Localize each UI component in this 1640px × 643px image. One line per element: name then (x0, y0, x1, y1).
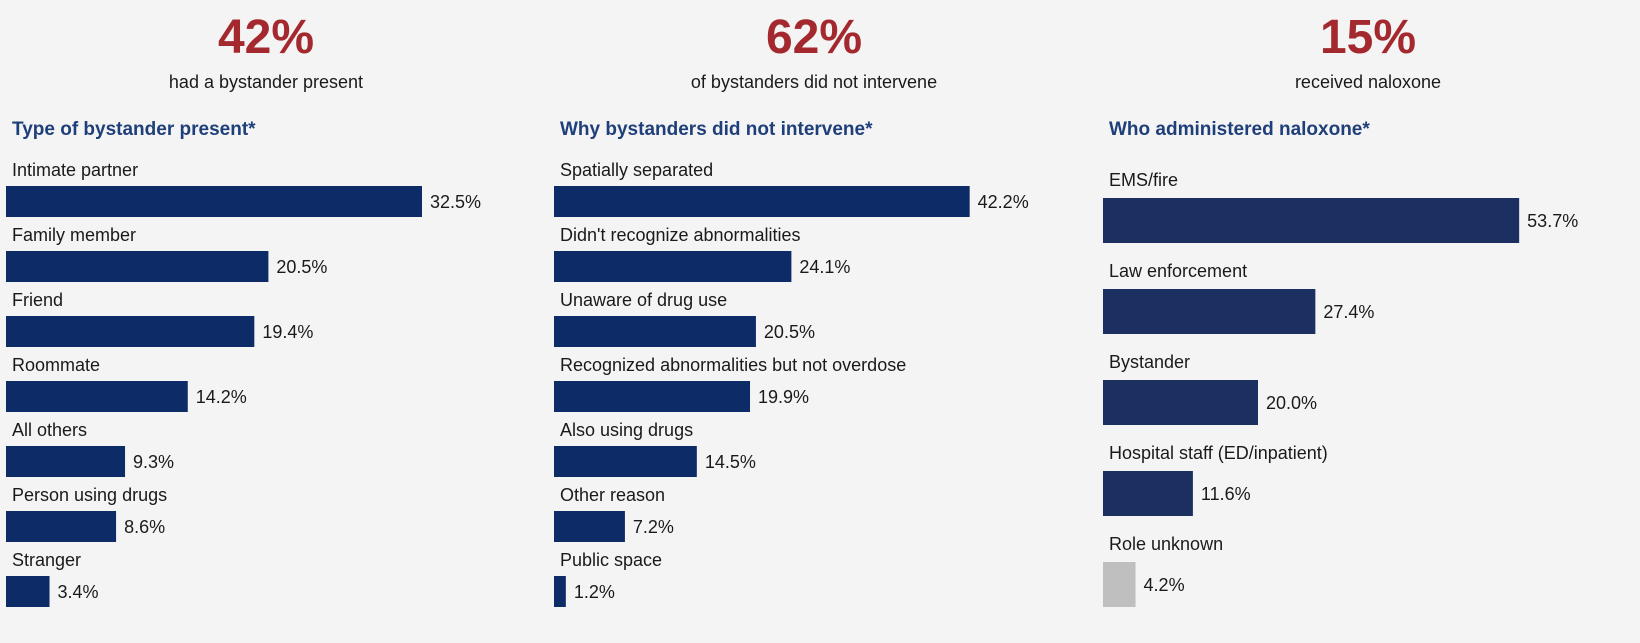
value-label-public-space: 1.2% (574, 582, 615, 602)
bar-friend (6, 316, 255, 347)
bar-spatially-separated (554, 186, 970, 217)
category-label-family-member: Family member (12, 225, 136, 245)
bar-ems-fire (1103, 198, 1520, 243)
value-label-person-using-drugs: 8.6% (124, 517, 165, 537)
bar-family-member (6, 251, 269, 282)
bar-chart-naloxone-administrator: EMS/fire 53.7% Law enforcement 27.4% Bystand… (1103, 170, 1578, 607)
value-label-didn-t-recognize-abnormalities: 24.1% (799, 257, 850, 277)
value-label-friend: 19.4% (262, 322, 313, 342)
bar-law-enforcement (1103, 289, 1316, 334)
value-label-bystander: 20.0% (1266, 393, 1317, 413)
panel-naloxone-administrator: 15% received naloxone Who administered n… (1103, 0, 1633, 643)
bar-hospital-staff-ed-inpatient (1103, 471, 1193, 516)
value-label-other-reason: 7.2% (633, 517, 674, 537)
bar-recognized-abnormalities-but-not-overdose (554, 381, 751, 412)
stat-value: 15% (1319, 11, 1417, 64)
value-label-family-member: 20.5% (276, 257, 327, 277)
value-label-also-using-drugs: 14.5% (705, 452, 756, 472)
chart-title: Why bystanders did not intervene* (560, 119, 873, 140)
bar-roommate (6, 381, 188, 412)
stat-value: 42% (217, 11, 315, 64)
category-label-roommate: Roommate (12, 355, 100, 375)
category-label-law-enforcement: Law enforcement (1109, 261, 1247, 281)
stat-caption: received naloxone (1294, 72, 1442, 92)
category-label-stranger: Stranger (12, 550, 81, 570)
bar-all-others (6, 446, 126, 477)
bar-chart-bystander-type: Intimate partner 32.5% Family member 20.5% F… (6, 160, 481, 607)
category-label-ems-fire: EMS/fire (1109, 170, 1178, 190)
value-label-spatially-separated: 42.2% (978, 192, 1029, 212)
bar-role-unknown (1103, 562, 1136, 607)
bar-person-using-drugs (6, 511, 117, 542)
category-label-also-using-drugs: Also using drugs (560, 420, 693, 440)
value-label-stranger: 3.4% (58, 582, 99, 602)
category-label-public-space: Public space (560, 550, 662, 570)
bar-other-reason (554, 511, 625, 542)
panel-why-no-intervention: 62% of bystanders did not intervene Why … (554, 0, 1074, 643)
value-label-roommate: 14.2% (196, 387, 247, 407)
bar-also-using-drugs (554, 446, 697, 477)
category-label-friend: Friend (12, 290, 63, 310)
value-label-law-enforcement: 27.4% (1323, 302, 1374, 322)
value-label-hospital-staff-ed-inpatient: 11.6% (1201, 484, 1251, 504)
category-label-all-others: All others (12, 420, 87, 440)
bar-public-space (554, 576, 566, 607)
bar-stranger (6, 576, 50, 607)
category-label-bystander: Bystander (1109, 352, 1190, 372)
category-label-hospital-staff-ed-inpatient: Hospital staff (ED/inpatient) (1109, 443, 1328, 463)
value-label-all-others: 9.3% (133, 452, 174, 472)
category-label-recognized-abnormalities-but-not-overdose: Recognized abnormalities but not overdos… (560, 355, 906, 375)
category-label-unaware-of-drug-use: Unaware of drug use (560, 290, 727, 310)
chart-title: Who administered naloxone* (1109, 119, 1370, 140)
value-label-role-unknown: 4.2% (1144, 575, 1185, 595)
bar-intimate-partner (6, 186, 422, 217)
stat-caption: had a bystander present (168, 72, 364, 92)
category-label-spatially-separated: Spatially separated (560, 160, 713, 180)
value-label-unaware-of-drug-use: 20.5% (764, 322, 815, 342)
bar-chart-why-no-intervention: Spatially separated 42.2% Didn't recognize… (554, 160, 1029, 607)
category-label-other-reason: Other reason (560, 485, 665, 505)
bar-didn-t-recognize-abnormalities (554, 251, 792, 282)
stat-caption: of bystanders did not intervene (690, 72, 938, 92)
panel-bystander-type: 42% had a bystander present Type of byst… (6, 0, 526, 643)
bar-bystander (1103, 380, 1258, 425)
value-label-recognized-abnormalities-but-not-overdose: 19.9% (758, 387, 809, 407)
chart-title: Type of bystander present* (12, 119, 256, 140)
value-label-intimate-partner: 32.5% (430, 192, 481, 212)
value-label-ems-fire: 53.7% (1527, 211, 1578, 231)
category-label-role-unknown: Role unknown (1109, 534, 1223, 554)
stat-value: 62% (765, 11, 863, 64)
category-label-intimate-partner: Intimate partner (12, 160, 138, 180)
category-label-person-using-drugs: Person using drugs (12, 485, 167, 505)
bar-unaware-of-drug-use (554, 316, 756, 347)
category-label-didn-t-recognize-abnormalities: Didn't recognize abnormalities (560, 225, 801, 245)
